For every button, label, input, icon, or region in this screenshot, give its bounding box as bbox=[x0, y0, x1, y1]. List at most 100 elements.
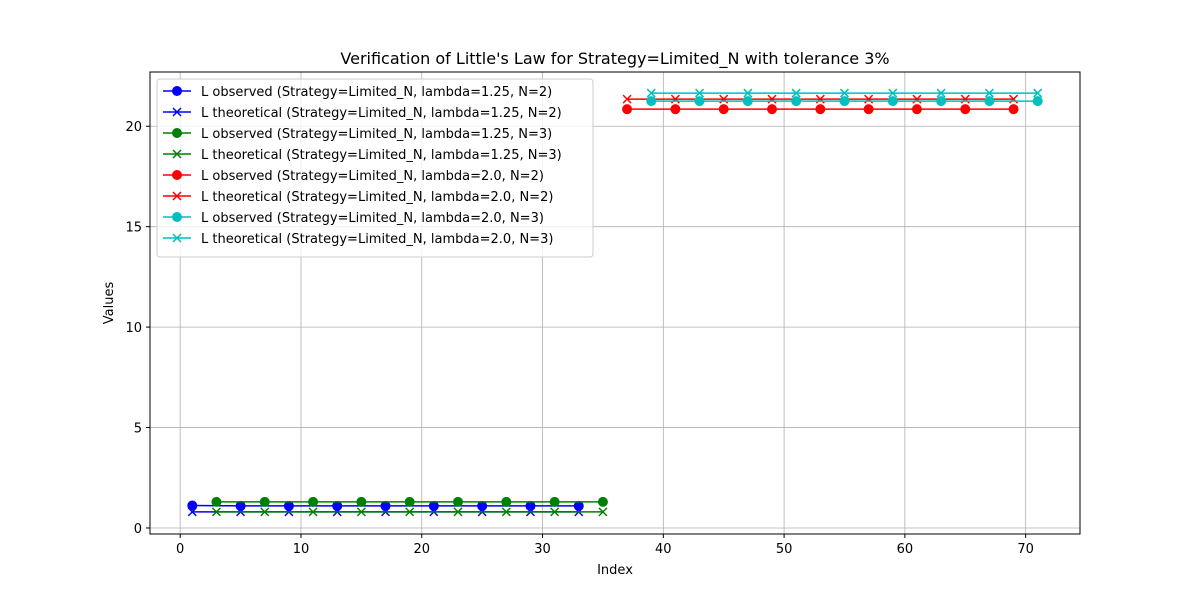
marker-stroke bbox=[646, 88, 656, 98]
series-5 bbox=[622, 104, 1019, 115]
legend-marker bbox=[172, 107, 182, 117]
marker-stroke bbox=[622, 94, 632, 104]
data-point bbox=[646, 88, 656, 98]
legend-label: L observed (Strategy=Limited_N, lambda=1… bbox=[201, 85, 552, 100]
data-point bbox=[839, 96, 850, 107]
legend-entry: L observed (Strategy=Limited_N, lambda=1… bbox=[163, 127, 552, 142]
legend-entry: L theoretical (Strategy=Limited_N, lambd… bbox=[163, 148, 562, 163]
data-point bbox=[791, 88, 801, 98]
data-point bbox=[815, 104, 826, 115]
x-tick-label: 50 bbox=[776, 542, 793, 557]
legend-label: L theoretical (Strategy=Limited_N, lambd… bbox=[201, 232, 553, 247]
chart-title: Verification of Little's Law for Strateg… bbox=[340, 49, 889, 69]
data-point bbox=[356, 507, 366, 517]
x-tick-label: 70 bbox=[1017, 542, 1034, 557]
x-tick-label: 30 bbox=[534, 542, 551, 557]
marker-stroke bbox=[695, 88, 705, 98]
data-point bbox=[550, 507, 560, 517]
legend-label: L observed (Strategy=Limited_N, lambda=1… bbox=[201, 127, 552, 142]
legend-entry: L theoretical (Strategy=Limited_N, lambd… bbox=[163, 106, 562, 121]
legend-label: L observed (Strategy=Limited_N, lambda=2… bbox=[201, 169, 544, 184]
x-tick-label: 20 bbox=[413, 542, 430, 557]
data-point bbox=[887, 96, 898, 107]
data-point bbox=[695, 88, 705, 98]
x-tick-label: 40 bbox=[655, 542, 672, 557]
series-layer bbox=[187, 88, 1043, 517]
marker-stroke bbox=[839, 88, 850, 98]
legend-marker bbox=[172, 149, 182, 159]
data-point bbox=[597, 496, 608, 507]
marker-stroke bbox=[172, 107, 182, 117]
data-point bbox=[356, 496, 367, 507]
legend-marker bbox=[172, 86, 182, 96]
data-point bbox=[501, 496, 512, 507]
series-6 bbox=[622, 94, 1019, 104]
marker-stroke bbox=[172, 233, 182, 243]
data-point bbox=[791, 96, 802, 107]
legend-entry: L theoretical (Strategy=Limited_N, lambd… bbox=[163, 190, 553, 205]
data-point bbox=[405, 507, 415, 517]
marker-stroke bbox=[743, 88, 753, 98]
data-point bbox=[308, 507, 318, 517]
x-tick-label: 0 bbox=[176, 542, 184, 557]
data-point bbox=[742, 96, 753, 107]
data-point bbox=[452, 496, 463, 507]
data-point bbox=[549, 496, 560, 507]
legend-entry: L observed (Strategy=Limited_N, lambda=2… bbox=[163, 211, 544, 226]
data-point bbox=[960, 104, 971, 115]
data-point bbox=[888, 88, 898, 98]
marker-stroke bbox=[308, 507, 318, 517]
marker-stroke bbox=[453, 507, 463, 517]
data-point bbox=[501, 507, 511, 517]
marker-stroke bbox=[598, 507, 608, 517]
legend-label: L theoretical (Strategy=Limited_N, lambd… bbox=[201, 106, 562, 121]
data-point bbox=[211, 507, 221, 517]
x-axis-label: Index bbox=[597, 563, 633, 578]
series-1 bbox=[187, 500, 584, 511]
legend-label: L theoretical (Strategy=Limited_N, lambd… bbox=[201, 190, 553, 205]
legend-box bbox=[156, 78, 594, 258]
data-point bbox=[211, 496, 222, 507]
marker-stroke bbox=[936, 88, 946, 98]
data-point bbox=[839, 88, 850, 98]
legend-label: L theoretical (Strategy=Limited_N, lambd… bbox=[201, 148, 562, 163]
plot-frame bbox=[149, 71, 1081, 535]
data-point bbox=[911, 104, 922, 115]
data-point bbox=[863, 104, 874, 115]
marker-stroke bbox=[501, 507, 511, 517]
marker-stroke bbox=[172, 149, 182, 159]
data-point bbox=[984, 96, 995, 107]
data-point bbox=[622, 94, 632, 104]
data-point bbox=[260, 507, 270, 517]
legend-entry: L theoretical (Strategy=Limited_N, lambd… bbox=[163, 232, 553, 247]
data-point bbox=[1032, 96, 1043, 107]
data-point bbox=[936, 88, 946, 98]
series-4 bbox=[211, 507, 608, 517]
data-point bbox=[259, 496, 270, 507]
y-tick-label: 10 bbox=[125, 321, 142, 336]
marker-stroke bbox=[211, 507, 221, 517]
marker-stroke bbox=[888, 88, 898, 98]
legend-marker bbox=[172, 233, 182, 243]
marker-stroke bbox=[1033, 88, 1043, 98]
marker-stroke bbox=[550, 507, 560, 517]
legend-marker bbox=[172, 170, 182, 180]
legend-label: L observed (Strategy=Limited_N, lambda=2… bbox=[201, 211, 544, 226]
legend-marker bbox=[172, 191, 182, 201]
y-axis-label: Values bbox=[102, 282, 117, 325]
y-tick-label: 5 bbox=[134, 422, 142, 437]
series-3 bbox=[211, 496, 608, 507]
data-point bbox=[187, 500, 198, 511]
y-tick-label: 0 bbox=[134, 522, 142, 537]
data-point bbox=[984, 88, 994, 98]
data-point bbox=[308, 496, 319, 507]
data-point bbox=[404, 496, 415, 507]
marker-stroke bbox=[791, 88, 801, 98]
x-tick-label: 60 bbox=[897, 542, 914, 557]
legend-marker bbox=[172, 128, 182, 138]
series-7 bbox=[646, 96, 1043, 107]
legend: L observed (Strategy=Limited_N, lambda=1… bbox=[156, 78, 594, 258]
data-point bbox=[743, 88, 753, 98]
data-point bbox=[622, 104, 633, 115]
